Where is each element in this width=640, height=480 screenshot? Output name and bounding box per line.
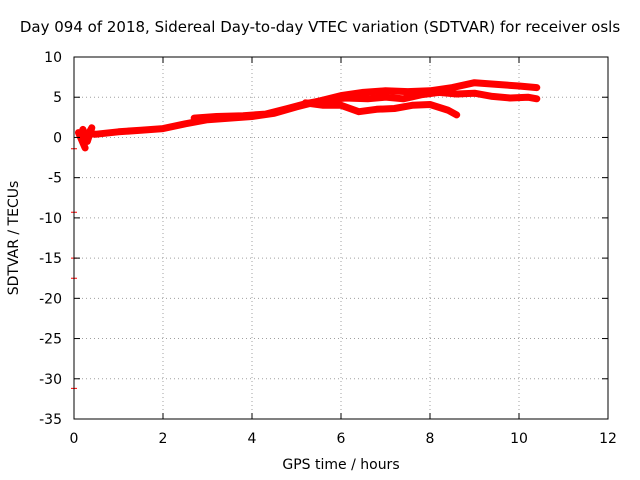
data-point bbox=[82, 144, 89, 151]
x-tick-label: 0 bbox=[70, 431, 79, 447]
data-point bbox=[191, 115, 198, 122]
data-point bbox=[427, 101, 433, 108]
data-point bbox=[88, 124, 95, 131]
data-point bbox=[320, 102, 327, 109]
data-point bbox=[137, 127, 144, 134]
data-point bbox=[338, 102, 344, 109]
tick-marks bbox=[73, 56, 609, 420]
y-tick-label: -20 bbox=[39, 291, 62, 307]
y-tick-label: 0 bbox=[53, 130, 62, 146]
data-point bbox=[160, 125, 166, 132]
x-tick-label: 4 bbox=[248, 431, 257, 447]
data-point bbox=[507, 95, 514, 102]
x-tick-label: 10 bbox=[510, 431, 528, 447]
data-point bbox=[471, 79, 478, 86]
data-series bbox=[71, 79, 541, 392]
data-point bbox=[355, 108, 362, 115]
data-point bbox=[493, 81, 500, 88]
tick-labels: 0 2 4 6 8 10 12 10 5 0 -5 -10 -15 -20 -25 -30 -35 bbox=[39, 50, 617, 447]
data-point bbox=[84, 132, 91, 139]
data-point bbox=[79, 126, 86, 133]
data-point bbox=[435, 89, 442, 96]
grid bbox=[74, 57, 608, 419]
x-tick-label: 2 bbox=[159, 431, 168, 447]
data-point bbox=[489, 93, 496, 100]
data-point bbox=[449, 84, 456, 91]
x-tick-label: 8 bbox=[426, 431, 435, 447]
series-band bbox=[301, 99, 461, 119]
data-series-2 bbox=[301, 99, 461, 119]
y-tick-label: -5 bbox=[48, 171, 62, 187]
y-tick-label: -15 bbox=[39, 251, 62, 267]
data-point bbox=[284, 105, 291, 112]
x-axis-label: GPS time / hours bbox=[282, 457, 400, 473]
y-tick-label: 5 bbox=[53, 90, 62, 106]
data-point bbox=[382, 94, 389, 101]
y-tick-label: 10 bbox=[44, 50, 62, 66]
data-point bbox=[115, 128, 122, 135]
data-point bbox=[213, 113, 220, 120]
data-point bbox=[373, 106, 380, 113]
chart-title: Day 094 of 2018, Sidereal Day-to-day VTE… bbox=[19, 18, 621, 36]
x-tick-label: 6 bbox=[337, 431, 346, 447]
data-point bbox=[533, 95, 540, 102]
data-point bbox=[409, 102, 416, 109]
data-series-1 bbox=[190, 88, 541, 122]
data-point bbox=[471, 90, 478, 97]
data-point bbox=[453, 91, 460, 98]
y-tick-label: -35 bbox=[39, 412, 62, 428]
data-point bbox=[342, 95, 349, 102]
data-point bbox=[364, 95, 371, 102]
data-point bbox=[302, 99, 309, 106]
y-tick-label: -30 bbox=[39, 372, 62, 388]
data-point bbox=[400, 95, 407, 102]
data-series-3 bbox=[75, 124, 96, 152]
data-point bbox=[75, 129, 82, 136]
series-band bbox=[75, 124, 96, 152]
data-point bbox=[182, 120, 189, 127]
data-point bbox=[262, 111, 269, 118]
data-point bbox=[444, 107, 451, 114]
data-point bbox=[240, 112, 247, 119]
data-point bbox=[360, 89, 367, 96]
data-point bbox=[84, 138, 91, 145]
data-point bbox=[404, 88, 411, 95]
data-point bbox=[533, 84, 540, 91]
data-point bbox=[516, 82, 522, 89]
data-point bbox=[524, 94, 531, 101]
x-tick-label: 12 bbox=[599, 431, 617, 447]
data-point bbox=[453, 111, 460, 118]
data-point bbox=[382, 87, 389, 94]
data-point bbox=[93, 131, 100, 138]
y-tick-label: -10 bbox=[39, 211, 62, 227]
data-point bbox=[391, 105, 398, 112]
data-series-0 bbox=[79, 79, 541, 138]
y-tick-label: -25 bbox=[39, 332, 62, 348]
data-point bbox=[418, 91, 425, 98]
